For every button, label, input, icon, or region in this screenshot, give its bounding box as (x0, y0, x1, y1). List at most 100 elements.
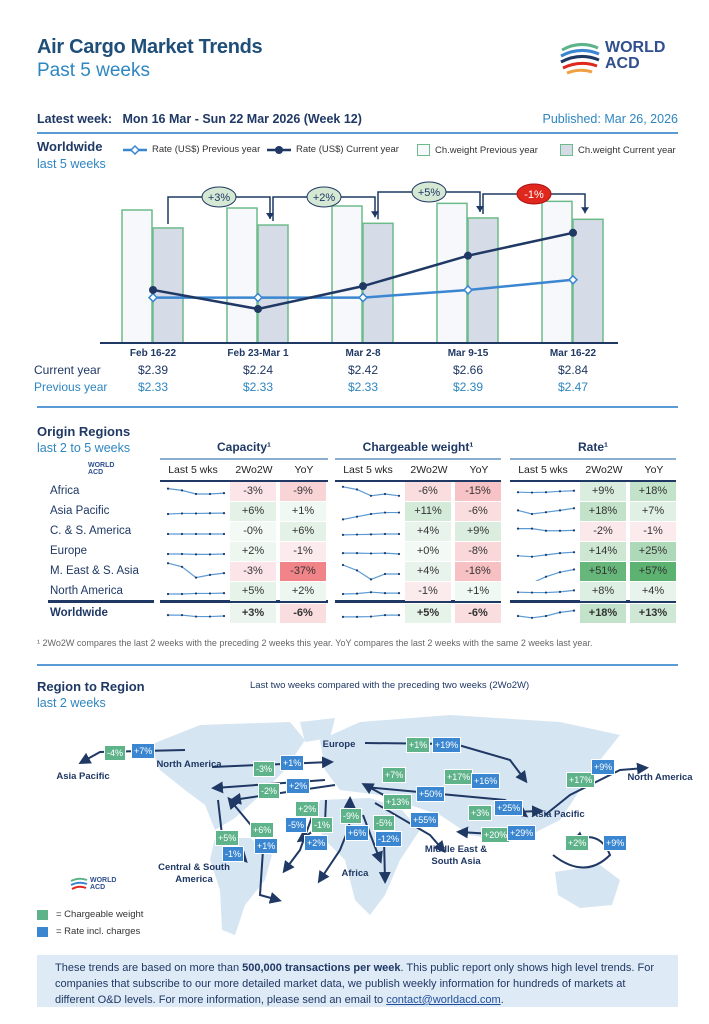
sparkline (516, 507, 576, 516)
column-header: 2Wo2W (235, 464, 273, 476)
badge-chargeable-weight: -3% (253, 761, 276, 777)
value-cell: -6% (455, 502, 501, 521)
badge-rate: +1% (280, 755, 305, 771)
badge-rate: +16% (471, 773, 501, 789)
value-cell: +18% (580, 604, 626, 623)
group-rule (510, 480, 676, 482)
badge-chargeable-weight: +17% (566, 772, 596, 788)
region-map-label: Middle East & South Asia (424, 844, 488, 867)
sparkline (534, 568, 576, 581)
flow-arrow (258, 849, 282, 904)
value-cell: +2% (230, 542, 276, 561)
column-header: YoY (469, 464, 489, 476)
south-america-shape (210, 838, 272, 935)
rate-cur-value: $2.39 (137, 363, 169, 377)
rate-cur-value: $2.24 (242, 363, 274, 377)
badge-rate: +55% (410, 812, 440, 828)
rate-prev-value: $2.33 (347, 380, 379, 394)
previous-year-label: Previous year (34, 380, 108, 394)
badge-rate: +2% (304, 835, 329, 851)
value-cell: -6% (280, 604, 326, 623)
column-header: Last 5 wks (343, 464, 393, 476)
group-header: Rate¹ (577, 440, 608, 454)
value-cell: -9% (280, 482, 326, 501)
change-bubble (516, 183, 552, 205)
rate-point-prev (252, 292, 264, 303)
sparkline (516, 551, 576, 558)
region-label: C. & S. America (50, 525, 132, 537)
badge-rate: +50% (416, 786, 446, 802)
value-cell: -15% (455, 482, 501, 501)
africa-shape (315, 798, 420, 915)
value-cell: -6% (455, 604, 501, 623)
badge-chargeable-weight: -4% (104, 745, 127, 761)
region-label: Africa (50, 485, 80, 497)
world-acd-logo-small: WORLD ACD (88, 462, 115, 476)
sparkline (341, 511, 401, 521)
region-map-label: Asia Pacific (531, 809, 585, 820)
rate-prev-value: $2.47 (557, 380, 589, 394)
arrowhead-icon (476, 205, 484, 212)
value-cell: +6% (280, 522, 326, 541)
bar-chweight-prev (436, 202, 468, 344)
rate-cur-value: $2.42 (347, 363, 379, 377)
group-rule (160, 458, 328, 460)
value-cell: +4% (405, 522, 451, 541)
value-cell: +5% (405, 604, 451, 623)
change-label: -1% (524, 189, 544, 201)
badge-chargeable-weight: +2% (565, 835, 590, 851)
badge-rate: -1% (222, 846, 245, 862)
x-tick-label: Mar 16-22 (550, 348, 597, 359)
badge-chargeable-weight: -5% (373, 815, 396, 831)
rate-point-cur (359, 282, 367, 291)
badge-chargeable-weight: +1% (406, 737, 431, 753)
rate-point-cur (149, 285, 157, 294)
page-title: Air Cargo Market Trends (37, 36, 263, 58)
badge-chargeable-weight: +2% (295, 801, 320, 817)
value-cell: -16% (455, 562, 501, 581)
arrowhead-icon (266, 213, 274, 220)
x-tick-label: Mar 9-15 (448, 348, 489, 359)
current-year-label: Current year (34, 363, 101, 377)
region-map-label: North America (627, 772, 693, 783)
value-cell: +18% (630, 482, 676, 501)
value-cell: +57% (630, 562, 676, 581)
value-cell: +0% (405, 542, 451, 561)
column-header: YoY (294, 464, 314, 476)
contact-email-link[interactable]: contact@worldacd.com (386, 994, 501, 1006)
change-bubble (201, 186, 237, 208)
rate-point-prev (147, 292, 159, 303)
origin-title: Origin Regions (37, 424, 131, 439)
published-date: Published: Mar 26, 2026 (542, 112, 678, 126)
value-cell: -1% (405, 582, 451, 601)
badge-rate: +9% (591, 759, 616, 775)
value-cell: +51% (580, 562, 626, 581)
value-cell: +13% (630, 604, 676, 623)
change-label: +3% (208, 192, 231, 204)
sparkline (341, 563, 401, 581)
value-cell: -2% (580, 522, 626, 541)
change-label: +5% (418, 187, 441, 199)
worldwide-title: Worldwide (37, 139, 103, 154)
worldwide-rule (160, 600, 328, 603)
badge-rate: +9% (603, 835, 628, 851)
badge-chargeable-weight: +7% (382, 767, 407, 783)
greenland-shape (300, 718, 335, 742)
value-cell: +7% (630, 502, 676, 521)
logo-text: WORLD ACD (605, 39, 666, 72)
r2r-title: Region to Region (37, 679, 145, 694)
bar-chweight-prev (121, 209, 153, 344)
value-cell: -1% (630, 522, 676, 541)
sparkline (166, 614, 226, 618)
value-cell: -3% (230, 562, 276, 581)
x-tick-label: Feb 23-Mar 1 (227, 348, 289, 359)
sparkline (341, 552, 401, 556)
legend-cw-prev: Ch.weight Previous year (417, 144, 538, 156)
worldwide-chart: Feb 16-22 Feb 23-Mar 1 Mar 2-8 Mar 9-15 Mar … (100, 181, 618, 359)
value-cell: +5% (230, 582, 276, 601)
value-cell: -1% (280, 542, 326, 561)
sparkline (341, 532, 401, 536)
value-cell: +3% (230, 604, 276, 623)
rate-point-prev (567, 274, 579, 285)
region-label: M. East & S. Asia (50, 565, 139, 577)
